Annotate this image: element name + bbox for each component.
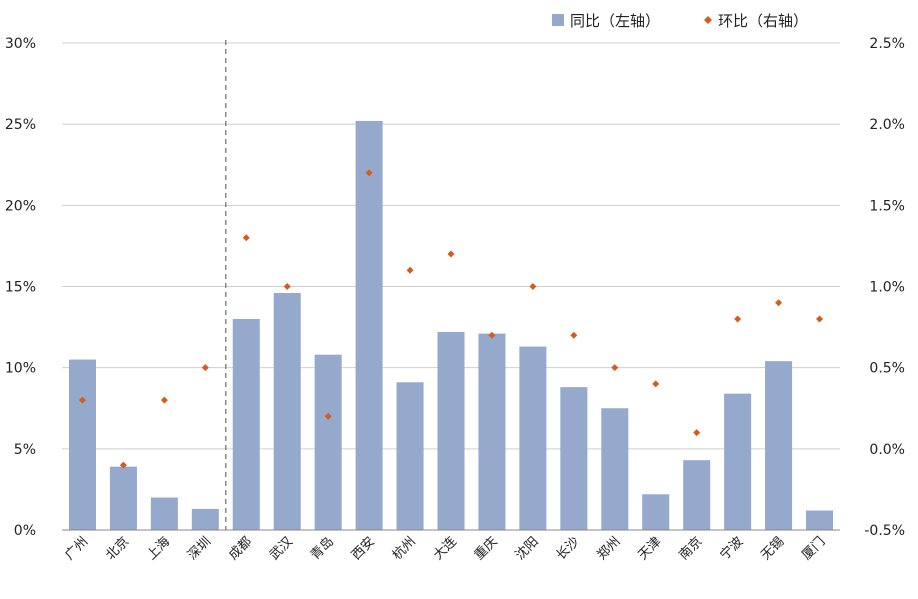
category-label: 沈阳 xyxy=(513,534,542,563)
bar xyxy=(560,387,588,530)
bar xyxy=(109,466,137,530)
category-label: 西安 xyxy=(349,534,378,563)
left-tick-label: 15% xyxy=(5,280,36,296)
right-tick-label: 1.5% xyxy=(869,198,905,214)
bar xyxy=(232,318,260,530)
point xyxy=(734,315,742,323)
bar xyxy=(806,510,834,530)
point xyxy=(570,331,578,339)
point xyxy=(365,169,373,177)
points-series xyxy=(78,169,824,469)
category-label: 广州 xyxy=(62,534,91,563)
bar xyxy=(273,292,301,530)
bar xyxy=(355,120,383,531)
category-label: 杭州 xyxy=(390,534,419,563)
left-tick-label: 10% xyxy=(5,361,36,377)
category-label: 青岛 xyxy=(307,534,337,564)
legend: 同比（左轴） 环比（右轴） xyxy=(552,12,808,30)
point xyxy=(611,364,619,372)
right-tick-label: 0.0% xyxy=(869,442,905,458)
point xyxy=(201,364,209,372)
point xyxy=(406,266,414,274)
category-label: 天津 xyxy=(636,534,665,563)
right-tick-label: -0.5% xyxy=(864,523,905,539)
point xyxy=(775,299,783,307)
point xyxy=(652,380,660,388)
bar xyxy=(724,393,752,530)
category-label: 无锡 xyxy=(758,534,787,563)
legend-point-label: 环比（右轴） xyxy=(718,12,808,30)
bar xyxy=(437,331,465,530)
bar xyxy=(601,408,629,530)
point xyxy=(160,396,168,404)
category-label: 武汉 xyxy=(267,534,296,563)
bar xyxy=(396,382,424,530)
right-tick-label: 1.0% xyxy=(869,280,905,296)
right-axis: -0.5% 0.0% 0.5% 1.0% 1.5% 2.0% 2.5% xyxy=(864,36,905,539)
point xyxy=(816,315,824,323)
category-label: 成都 xyxy=(226,534,255,563)
left-tick-label: 25% xyxy=(5,117,36,133)
point xyxy=(78,396,86,404)
point xyxy=(447,250,455,258)
right-tick-label: 2.0% xyxy=(869,117,905,133)
legend-point-swatch xyxy=(704,16,712,24)
category-label: 厦门 xyxy=(799,534,828,563)
left-axis: 0% 5% 10% 15% 20% 25% 30% xyxy=(5,36,36,539)
left-tick-label: 20% xyxy=(5,198,36,214)
point xyxy=(488,331,496,339)
right-tick-label: 2.5% xyxy=(869,36,905,52)
bar xyxy=(150,497,178,530)
category-label: 南京 xyxy=(676,534,706,564)
category-label: 深圳 xyxy=(185,534,214,563)
category-label: 宁波 xyxy=(717,534,747,564)
point xyxy=(242,234,250,242)
point xyxy=(283,283,291,290)
category-label: 重庆 xyxy=(471,534,501,564)
point xyxy=(324,412,332,420)
bar xyxy=(683,460,711,530)
bar xyxy=(765,361,793,530)
legend-bar-swatch xyxy=(552,14,564,26)
category-label: 大连 xyxy=(430,534,460,564)
bar xyxy=(478,333,506,530)
bar xyxy=(68,359,96,530)
category-label: 上海 xyxy=(144,534,173,563)
legend-bar-label: 同比（左轴） xyxy=(570,12,660,30)
left-tick-label: 5% xyxy=(14,442,36,458)
bar xyxy=(314,354,342,530)
bar xyxy=(642,494,670,530)
right-tick-label: 0.5% xyxy=(869,361,905,377)
point xyxy=(529,283,537,290)
category-label: 长沙 xyxy=(554,534,583,563)
left-tick-label: 30% xyxy=(5,36,36,52)
bar xyxy=(519,346,547,530)
bar xyxy=(191,508,219,530)
point xyxy=(119,461,127,469)
category-label: 北京 xyxy=(103,534,132,563)
left-tick-label: 0% xyxy=(14,523,36,539)
bars-series xyxy=(68,120,834,531)
category-label: 郑州 xyxy=(595,534,624,563)
point xyxy=(693,429,701,437)
x-axis: 广州 北京 上海 深圳 成都 武汉 青岛 西安 杭州 大连 重庆 沈阳 长沙 郑州 天津 南京 宁波 无锡 厦门 xyxy=(62,529,840,564)
